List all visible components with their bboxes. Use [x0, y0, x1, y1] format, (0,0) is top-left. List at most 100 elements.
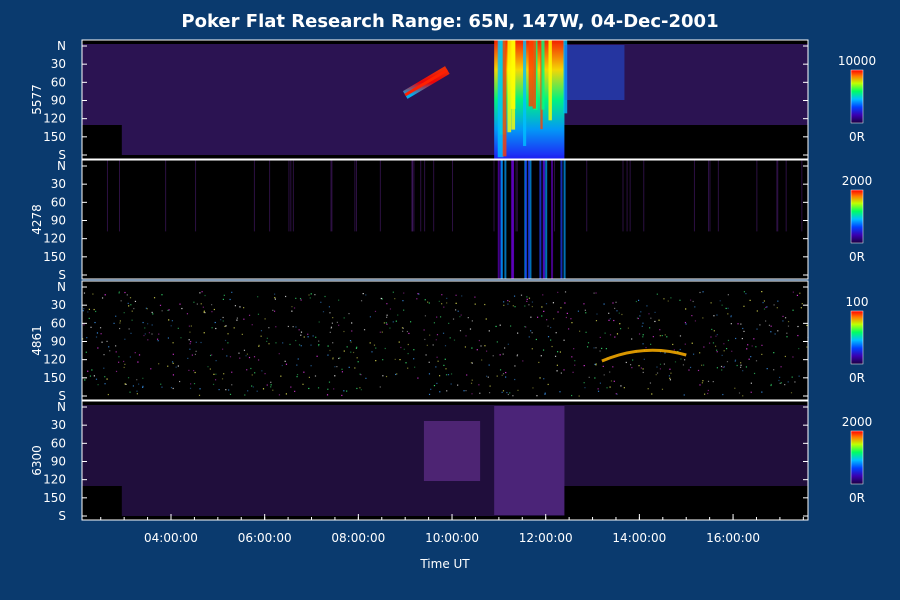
noise-dot	[261, 370, 263, 372]
noise-dot	[787, 325, 790, 327]
y-tick-label: N	[57, 280, 66, 294]
noise-dot	[239, 306, 241, 308]
panel-label-4278: 4278	[30, 204, 44, 235]
y-tick-label: S	[58, 509, 66, 523]
vertical-streak	[504, 160, 507, 279]
noise-dot	[300, 334, 302, 336]
noise-dot	[275, 342, 277, 344]
panel-4861: N 30 60 90 120 150 S 4861 100 0R	[30, 280, 868, 403]
noise-dot	[296, 374, 299, 376]
noise-dot	[369, 316, 371, 318]
noise-dot	[740, 323, 742, 325]
noise-dot	[194, 371, 196, 374]
noise-dot	[355, 347, 358, 349]
noise-dot	[716, 351, 718, 353]
noise-dot	[88, 317, 90, 319]
noise-dot	[336, 366, 338, 368]
chart-title: Poker Flat Research Range: 65N, 147W, 04…	[181, 11, 718, 32]
noise-dot	[552, 318, 555, 320]
noise-dot	[221, 378, 224, 380]
noise-dot	[134, 300, 137, 303]
faint-streak	[292, 160, 294, 232]
noise-dot	[131, 319, 133, 321]
noise-dot	[260, 330, 263, 332]
noise-dot	[253, 356, 256, 358]
noise-dot	[621, 313, 623, 316]
vertical-streak	[525, 160, 528, 279]
noise-dot	[716, 334, 718, 336]
noise-dot	[130, 304, 132, 306]
noise-dot	[266, 337, 268, 339]
noise-dot	[318, 340, 320, 342]
noise-dot	[413, 358, 415, 360]
vertical-streak	[497, 160, 500, 279]
noise-dot	[714, 345, 717, 347]
noise-dot	[648, 313, 650, 315]
noise-dot	[251, 385, 253, 387]
noise-dot	[316, 355, 318, 357]
noise-dot	[484, 303, 486, 306]
noise-dot	[436, 334, 439, 336]
noise-dot	[429, 334, 431, 336]
noise-dot	[275, 326, 277, 328]
noise-dot	[531, 332, 533, 334]
noise-dot	[799, 292, 801, 294]
noise-dot	[509, 325, 512, 327]
vertical-streak	[542, 160, 545, 279]
colorbar-min-label: 0R	[849, 371, 865, 385]
noise-dot	[215, 373, 217, 375]
noise-dot	[750, 382, 752, 384]
colorbar-gradient	[850, 310, 864, 365]
noise-dot	[770, 331, 772, 333]
noise-dot	[329, 312, 331, 314]
noise-dot	[463, 390, 465, 392]
noise-dot	[435, 339, 437, 341]
noise-dot	[790, 392, 793, 394]
faint-streak	[708, 160, 710, 232]
noise-dot	[417, 293, 419, 295]
faint-streak	[379, 160, 381, 232]
noise-dot	[146, 308, 148, 310]
noise-dot	[446, 297, 448, 299]
noise-dot	[106, 340, 108, 342]
noise-dot	[514, 365, 516, 367]
noise-dot	[707, 389, 709, 392]
noise-dot	[584, 309, 586, 311]
panel-6300: N 30 60 90 120 150 S 6300 2000 0R	[30, 400, 872, 523]
noise-dot	[177, 365, 179, 367]
noise-dot	[655, 374, 657, 376]
noise-dot	[147, 323, 149, 325]
noise-dot	[593, 347, 595, 349]
panel-frame	[81, 39, 809, 160]
noise-dot	[417, 377, 419, 379]
faint-streak	[554, 160, 556, 232]
noise-dot	[85, 351, 87, 353]
noise-dot	[450, 383, 452, 385]
noise-dot	[446, 390, 448, 392]
colorbar-min-label: 0R	[849, 250, 865, 264]
noise-dot	[257, 296, 259, 298]
noise-dot	[560, 307, 562, 309]
noise-dot	[400, 346, 402, 349]
noise-dot	[223, 294, 225, 296]
feature-proton-arc-4861	[601, 348, 687, 363]
noise-dot	[299, 297, 302, 300]
noise-dot	[346, 390, 348, 392]
panel-frame	[81, 400, 809, 521]
noise-dot	[211, 311, 213, 313]
noise-dot	[786, 336, 788, 338]
noise-dot	[588, 376, 590, 378]
noise-dot	[248, 314, 251, 316]
noise-dot	[528, 304, 530, 306]
x-tick-label: 16:00:00	[706, 531, 760, 545]
noise-dot	[241, 333, 243, 335]
y-tick-label: 120	[43, 232, 66, 246]
noise-dot	[469, 328, 472, 330]
noise-dot	[741, 337, 743, 340]
noise-dot	[701, 364, 703, 366]
noise-dot	[720, 365, 723, 368]
noise-dot	[83, 308, 85, 310]
noise-dot	[620, 385, 622, 387]
noise-dot	[308, 294, 310, 296]
noise-dot	[513, 295, 516, 297]
